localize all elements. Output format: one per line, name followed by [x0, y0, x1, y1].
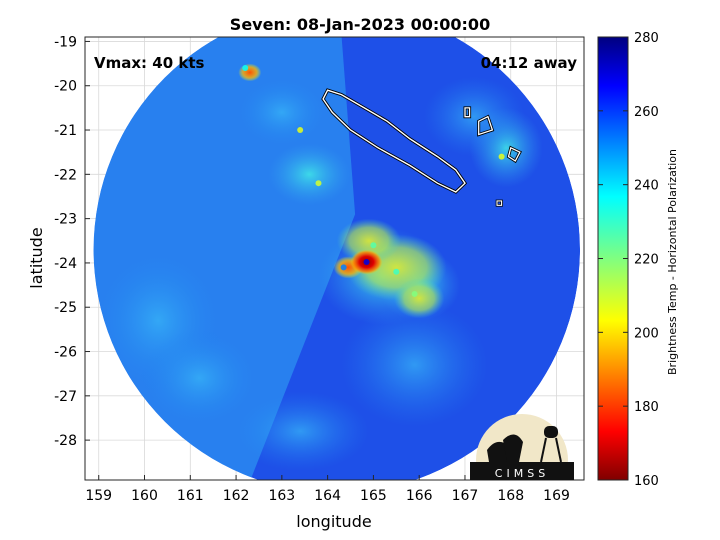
brightness-region: [238, 63, 262, 82]
feature-point: [340, 264, 347, 271]
vmax-annotation: Vmax: 40 kts: [94, 54, 204, 72]
x-axis-label: longitude: [296, 512, 371, 531]
feature-point: [363, 259, 370, 266]
cimss-logo: CIMSS: [470, 414, 574, 480]
x-tick-label: 159: [85, 488, 112, 504]
colorbar-label: Brightness Temp - Horizontal Polarizatio…: [666, 149, 679, 375]
feature-point: [315, 180, 322, 187]
y-tick-label: -22: [54, 167, 77, 183]
y-tick-label: -26: [54, 345, 77, 361]
x-tick-label: 168: [497, 488, 524, 504]
feature-point: [498, 153, 505, 160]
brightness-region: [423, 76, 525, 157]
colorbar-tick-label: 160: [634, 474, 659, 489]
feature-point: [393, 268, 400, 275]
feature-point: [411, 290, 418, 297]
feature-point: [242, 65, 249, 72]
brightness-region: [236, 76, 328, 148]
y-tick-label: -20: [54, 79, 77, 95]
brightness-region: [268, 143, 351, 206]
x-tick-label: 169: [543, 488, 570, 504]
x-tick-label: 160: [131, 488, 158, 504]
x-tick-label: 166: [406, 488, 433, 504]
logo-dish-icon: [503, 434, 523, 462]
time-away-annotation: 04:12 away: [481, 54, 578, 72]
y-axis-label: latitude: [27, 227, 46, 288]
colorbar-tick-label: 280: [634, 31, 659, 46]
brightness-blobs: [94, 63, 543, 472]
feature-points: [242, 65, 505, 297]
island-inner: [478, 115, 494, 136]
x-tick-label: 164: [314, 488, 341, 504]
feature-point: [297, 127, 304, 134]
logo-banner: [470, 462, 574, 480]
brightness-region: [341, 302, 488, 427]
y-tick-label: -25: [54, 300, 77, 316]
brightness-region: [139, 329, 259, 427]
colorbar-ticks: 160 180 200 220 240 260 280: [598, 31, 659, 489]
island-inner: [507, 146, 521, 162]
plot-frame: [84, 36, 585, 481]
y-axis-ticks: -19 -20 -21 -22 -23 -24 -25 -26 -27 -28: [54, 34, 90, 449]
colorbar-tick-label: 240: [634, 179, 659, 194]
colorbar-tick-label: 200: [634, 326, 659, 341]
logo-text: CIMSS: [495, 467, 549, 480]
x-tick-label: 165: [360, 488, 387, 504]
island-inner: [464, 107, 471, 118]
chart-title: Seven: 08-Jan-2023 00:00:00: [230, 15, 490, 34]
x-tick-label: 163: [268, 488, 295, 504]
colorbar-tick-label: 260: [634, 105, 659, 120]
x-tick-label: 162: [223, 488, 250, 504]
brightness-region: [336, 218, 401, 263]
y-tick-label: -27: [54, 389, 77, 405]
coastline-inner: [322, 89, 466, 193]
y-tick-label: -21: [54, 123, 77, 139]
coastline-new-caledonia: [321, 88, 522, 207]
x-axis-ticks: 159 160 161 162 163 164 165 166 167 168 169: [85, 475, 570, 504]
feature-point: [370, 242, 377, 249]
y-tick-label: -19: [54, 34, 77, 50]
swath-heatmap: [93, 37, 581, 480]
brightness-region: [394, 278, 445, 319]
y-tick-label: -23: [54, 212, 77, 228]
colorbar-tick-label: 180: [634, 400, 659, 415]
logo-tower-icon: [544, 426, 558, 438]
logo-dish-icon: [487, 441, 509, 462]
island-inner: [496, 200, 503, 206]
x-tick-label: 167: [452, 488, 479, 504]
y-tick-label: -24: [54, 256, 77, 272]
y-tick-label: -28: [54, 433, 77, 449]
colorbar-tick-label: 220: [634, 253, 659, 268]
brightness-region: [231, 391, 369, 472]
x-tick-label: 161: [177, 488, 204, 504]
